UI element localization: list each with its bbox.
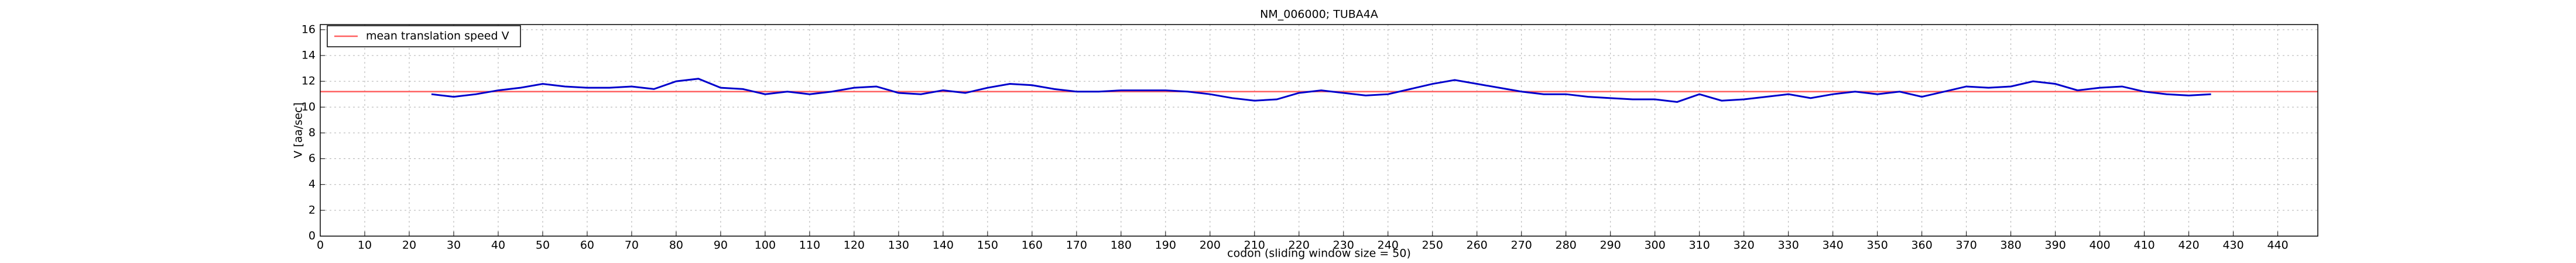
y-tick-label: 16 xyxy=(302,23,316,36)
x-tick-label: 330 xyxy=(1778,239,1799,252)
x-tick-label: 290 xyxy=(1600,239,1621,252)
y-tick-label: 2 xyxy=(309,203,316,216)
x-tick-label: 220 xyxy=(1289,239,1310,252)
x-tick-label: 400 xyxy=(2089,239,2111,252)
data-line xyxy=(431,78,2211,103)
x-tick-label: 370 xyxy=(1956,239,1977,252)
y-tick-label: 8 xyxy=(309,126,316,139)
x-tick-label: 190 xyxy=(1155,239,1176,252)
x-tick-label: 230 xyxy=(1333,239,1354,252)
y-tick-label: 14 xyxy=(302,49,316,61)
x-tick-label: 30 xyxy=(447,239,461,252)
x-tick-label: 20 xyxy=(402,239,416,252)
x-tick-label: 430 xyxy=(2222,239,2243,252)
x-tick-label: 360 xyxy=(1912,239,1933,252)
x-tick-label: 0 xyxy=(317,239,324,252)
legend-label: mean translation speed V xyxy=(366,30,509,43)
x-tick-label: 390 xyxy=(2045,239,2066,252)
legend-box xyxy=(327,25,521,47)
x-tick-label: 210 xyxy=(1244,239,1265,252)
x-tick-label: 140 xyxy=(933,239,954,252)
x-tick-label: 10 xyxy=(358,239,372,252)
x-tick-label: 100 xyxy=(755,239,776,252)
y-tick-label: 0 xyxy=(309,230,316,243)
x-tick-label: 240 xyxy=(1378,239,1399,252)
y-tick-label: 10 xyxy=(302,101,316,113)
x-tick-label: 170 xyxy=(1066,239,1087,252)
x-tick-label: 300 xyxy=(1645,239,1666,252)
x-tick-label: 280 xyxy=(1556,239,1577,252)
x-tick-label: 110 xyxy=(799,239,820,252)
x-tick-label: 440 xyxy=(2267,239,2288,252)
x-tick-label: 160 xyxy=(1022,239,1043,252)
x-axis-label: codon (sliding window size = 50) xyxy=(1227,247,1411,260)
x-tick-label: 80 xyxy=(669,239,683,252)
y-tick-label: 6 xyxy=(309,152,316,165)
x-tick-label: 270 xyxy=(1511,239,1532,252)
x-tick-label: 70 xyxy=(625,239,639,252)
x-tick-label: 250 xyxy=(1422,239,1443,252)
chart-title: NM_006000; TUBA4A xyxy=(1260,8,1378,21)
x-tick-label: 340 xyxy=(1823,239,1844,252)
x-tick-label: 60 xyxy=(580,239,594,252)
x-tick-label: 40 xyxy=(491,239,505,252)
x-tick-label: 410 xyxy=(2134,239,2155,252)
x-tick-label: 50 xyxy=(536,239,550,252)
x-tick-label: 200 xyxy=(1200,239,1221,252)
x-tick-label: 380 xyxy=(2000,239,2022,252)
x-tick-label: 420 xyxy=(2178,239,2199,252)
x-tick-label: 130 xyxy=(888,239,909,252)
x-tick-label: 320 xyxy=(1734,239,1755,252)
y-tick-label: 4 xyxy=(309,178,316,191)
plot-frame xyxy=(320,24,2318,237)
x-tick-label: 310 xyxy=(1689,239,1710,252)
y-tick-label: 12 xyxy=(302,75,316,88)
x-tick-label: 180 xyxy=(1111,239,1132,252)
x-tick-label: 150 xyxy=(977,239,998,252)
x-tick-label: 260 xyxy=(1467,239,1488,252)
y-axis-label: V [aa/sec] xyxy=(292,102,305,158)
x-tick-label: 90 xyxy=(714,239,728,252)
x-tick-label: 120 xyxy=(844,239,865,252)
x-tick-label: 350 xyxy=(1867,239,1888,252)
